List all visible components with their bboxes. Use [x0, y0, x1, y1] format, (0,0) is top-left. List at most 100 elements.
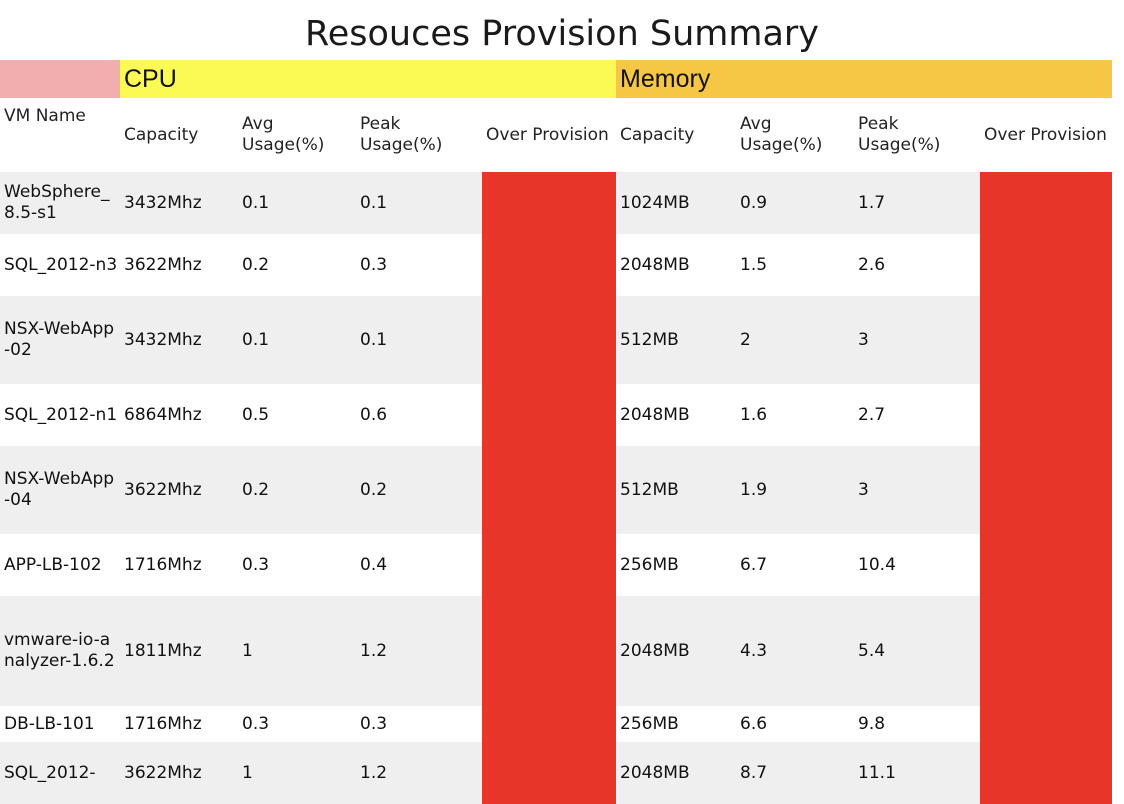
column-header-memory-avg-usage: Avg Usage(%)	[740, 114, 823, 155]
memory-peak-usage-cell: 3	[854, 446, 981, 534]
cpu-avg-usage-cell: 0.1	[238, 172, 356, 234]
provision-summary-table: CPU Memory VM Name Capacity Avg Usage(%)…	[0, 60, 1113, 804]
memory-peak-usage-cell: 10.4	[854, 534, 981, 596]
memory-peak-usage-cell: 2.7	[854, 384, 981, 446]
column-header-cpu-over-provision: Over Provision	[486, 124, 609, 145]
memory-peak-usage-cell: 1.7	[854, 172, 981, 234]
column-header-vm-name: VM Name	[4, 106, 86, 126]
vm-name-cell: NSX-WebApp-04	[0, 446, 120, 534]
memory-over-provision-cell	[980, 742, 1113, 804]
cpu-capacity-cell: 3622Mhz	[120, 742, 238, 804]
memory-over-provision-cell	[980, 384, 1113, 446]
memory-avg-usage-cell: 1.5	[736, 234, 855, 296]
memory-capacity-cell: 512MB	[616, 296, 737, 384]
memory-peak-usage-cell: 11.1	[854, 742, 981, 804]
cpu-peak-usage-cell: 0.2	[356, 446, 482, 534]
column-header-cpu-capacity: Capacity	[124, 124, 199, 145]
cpu-over-provision-cell	[482, 172, 617, 234]
cpu-capacity-cell: 3432Mhz	[120, 296, 238, 384]
column-header-cpu-peak-usage: Peak Usage(%)	[360, 114, 443, 155]
vm-name-cell: SQL_2012-	[0, 742, 120, 804]
group-header-memory: Memory	[616, 60, 1113, 98]
cpu-capacity-cell: 1716Mhz	[120, 706, 238, 742]
cpu-peak-usage-cell: 0.1	[356, 296, 482, 384]
memory-capacity-cell: 2048MB	[616, 234, 737, 296]
cpu-capacity-cell: 1716Mhz	[120, 534, 238, 596]
memory-avg-usage-cell: 4.3	[736, 596, 855, 706]
cpu-peak-usage-cell: 0.3	[356, 706, 482, 742]
cpu-avg-usage-cell: 1	[238, 596, 356, 706]
vm-name-cell: DB-LB-101	[0, 706, 120, 742]
group-header-row: CPU Memory	[0, 60, 1113, 98]
memory-avg-usage-cell: 2	[736, 296, 855, 384]
table-row: SQL_2012-n1 6864Mhz 0.5 0.6 2048MB 1.6 2…	[0, 384, 1113, 446]
cpu-capacity-cell: 3432Mhz	[120, 172, 238, 234]
memory-capacity-cell: 256MB	[616, 706, 737, 742]
cpu-peak-usage-cell: 1.2	[356, 596, 482, 706]
cpu-peak-usage-cell: 1.2	[356, 742, 482, 804]
memory-over-provision-cell	[980, 534, 1113, 596]
memory-peak-usage-cell: 5.4	[854, 596, 981, 706]
cpu-peak-usage-cell: 0.3	[356, 234, 482, 296]
column-header-memory-capacity: Capacity	[620, 124, 695, 145]
cpu-avg-usage-cell: 1	[238, 742, 356, 804]
vm-name-cell: NSX-WebApp-02	[0, 296, 120, 384]
table-row: NSX-WebApp-04 3622Mhz 0.2 0.2 512MB 1.9 …	[0, 446, 1113, 534]
memory-peak-usage-cell: 9.8	[854, 706, 981, 742]
memory-avg-usage-cell: 8.7	[736, 742, 855, 804]
memory-over-provision-cell	[980, 296, 1113, 384]
memory-over-provision-cell	[980, 234, 1113, 296]
cpu-capacity-cell: 3622Mhz	[120, 234, 238, 296]
cpu-avg-usage-cell: 0.1	[238, 296, 356, 384]
vm-name-cell: vmware-io-analyzer-1.6.2	[0, 596, 120, 706]
cpu-avg-usage-cell: 0.2	[238, 446, 356, 534]
vm-name-cell: SQL_2012-n3	[0, 234, 120, 296]
memory-avg-usage-cell: 1.6	[736, 384, 855, 446]
table-row: SQL_2012- 3622Mhz 1 1.2 2048MB 8.7 11.1	[0, 742, 1113, 804]
table-row: vmware-io-analyzer-1.6.2 1811Mhz 1 1.2 2…	[0, 596, 1113, 706]
table-row: NSX-WebApp-02 3432Mhz 0.1 0.1 512MB 2 3	[0, 296, 1113, 384]
memory-avg-usage-cell: 6.6	[736, 706, 855, 742]
memory-capacity-cell: 512MB	[616, 446, 737, 534]
cpu-over-provision-cell	[482, 234, 617, 296]
memory-over-provision-cell	[980, 706, 1113, 742]
memory-peak-usage-cell: 2.6	[854, 234, 981, 296]
cpu-avg-usage-cell: 0.5	[238, 384, 356, 446]
table-body: WebSphere_8.5-s1 3432Mhz 0.1 0.1 1024MB …	[0, 172, 1113, 804]
cpu-capacity-cell: 1811Mhz	[120, 596, 238, 706]
cpu-over-provision-cell	[482, 706, 617, 742]
table-row: WebSphere_8.5-s1 3432Mhz 0.1 0.1 1024MB …	[0, 172, 1113, 234]
column-header-cpu-avg-usage: Avg Usage(%)	[242, 114, 325, 155]
cpu-avg-usage-cell: 0.3	[238, 706, 356, 742]
cpu-avg-usage-cell: 0.2	[238, 234, 356, 296]
cpu-over-provision-cell	[482, 384, 617, 446]
cpu-avg-usage-cell: 0.3	[238, 534, 356, 596]
memory-over-provision-cell	[980, 446, 1113, 534]
column-header-memory-over-provision: Over Provision	[984, 124, 1107, 145]
cpu-capacity-cell: 6864Mhz	[120, 384, 238, 446]
cpu-over-provision-cell	[482, 534, 617, 596]
cpu-over-provision-cell	[482, 296, 617, 384]
table-row: APP-LB-102 1716Mhz 0.3 0.4 256MB 6.7 10.…	[0, 534, 1113, 596]
group-header-cpu: CPU	[120, 60, 617, 98]
table-row: DB-LB-101 1716Mhz 0.3 0.3 256MB 6.6 9.8	[0, 706, 1113, 742]
column-header-memory-peak-usage: Peak Usage(%)	[858, 114, 941, 155]
memory-over-provision-cell	[980, 172, 1113, 234]
cpu-capacity-cell: 3622Mhz	[120, 446, 238, 534]
memory-avg-usage-cell: 6.7	[736, 534, 855, 596]
cpu-over-provision-cell	[482, 446, 617, 534]
vm-name-cell: APP-LB-102	[0, 534, 120, 596]
memory-avg-usage-cell: 0.9	[736, 172, 855, 234]
column-header-row: VM Name Capacity Avg Usage(%) Peak Usage…	[0, 98, 1112, 172]
cpu-peak-usage-cell: 0.6	[356, 384, 482, 446]
report-title: Resouces Provision Summary	[304, 14, 820, 54]
memory-peak-usage-cell: 3	[854, 296, 981, 384]
memory-over-provision-cell	[980, 596, 1113, 706]
table-row: SQL_2012-n3 3622Mhz 0.2 0.3 2048MB 1.5 2…	[0, 234, 1113, 296]
memory-capacity-cell: 2048MB	[616, 384, 737, 446]
memory-capacity-cell: 2048MB	[616, 742, 737, 804]
cpu-over-provision-cell	[482, 742, 617, 804]
cpu-peak-usage-cell: 0.1	[356, 172, 482, 234]
memory-capacity-cell: 2048MB	[616, 596, 737, 706]
group-header-blank	[0, 60, 120, 98]
